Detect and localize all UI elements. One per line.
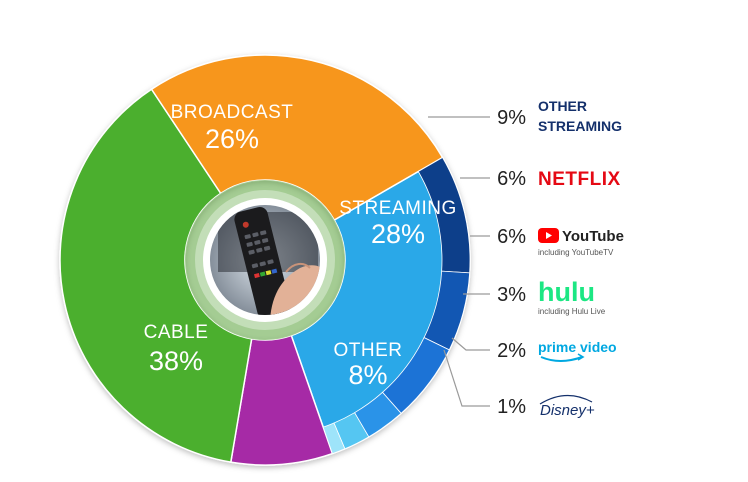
other-streaming-line1: OTHER <box>538 98 587 114</box>
prime-video-wordmark: prime video <box>538 339 617 355</box>
prime-video-logo: prime video <box>538 339 617 362</box>
other-streaming-percent: 9% <box>497 107 526 129</box>
streaming-subring <box>322 156 471 455</box>
prime-smile-icon <box>540 356 583 362</box>
other-streaming-line2: STREAMING <box>538 118 622 134</box>
disney-arc-icon <box>539 394 593 405</box>
center-hub <box>185 180 345 340</box>
cable-percent: 38% <box>149 346 203 376</box>
slice-labels: BROADCAST 26% STREAMING 28% CABLE 38% OT… <box>144 102 457 390</box>
hulu-percent: 3% <box>497 284 526 306</box>
disney-percent: 1% <box>497 396 526 418</box>
broadcast-percent: 26% <box>205 124 259 154</box>
youtube-percent: 6% <box>497 226 526 248</box>
netflix-percent: 6% <box>497 168 526 190</box>
subslice-disney- <box>322 422 346 455</box>
hulu-note: including Hulu Live <box>538 307 606 316</box>
streaming-label: STREAMING <box>339 198 456 219</box>
prime-percent: 2% <box>497 340 526 362</box>
disney-plus-logo: Disney+ <box>539 394 595 419</box>
youtube-wordmark: YouTube <box>562 228 624 245</box>
other-percent: 8% <box>348 360 387 390</box>
youtube-note: including YouTubeTV <box>538 248 614 257</box>
other-label: OTHER <box>334 340 403 361</box>
leader-lines <box>428 116 490 407</box>
netflix-logo: NETFLIX <box>538 169 621 190</box>
disney-wordmark: Disney+ <box>540 402 595 419</box>
hulu-logo: hulu <box>538 277 595 307</box>
cable-label: CABLE <box>144 322 209 343</box>
broadcast-label: BROADCAST <box>171 102 294 123</box>
streaming-percent: 28% <box>371 219 425 249</box>
youtube-logo: YouTube <box>538 228 624 245</box>
streaming-breakdown-legend: 9% OTHER STREAMING 6% NETFLIX 6% YouTube… <box>497 98 624 419</box>
